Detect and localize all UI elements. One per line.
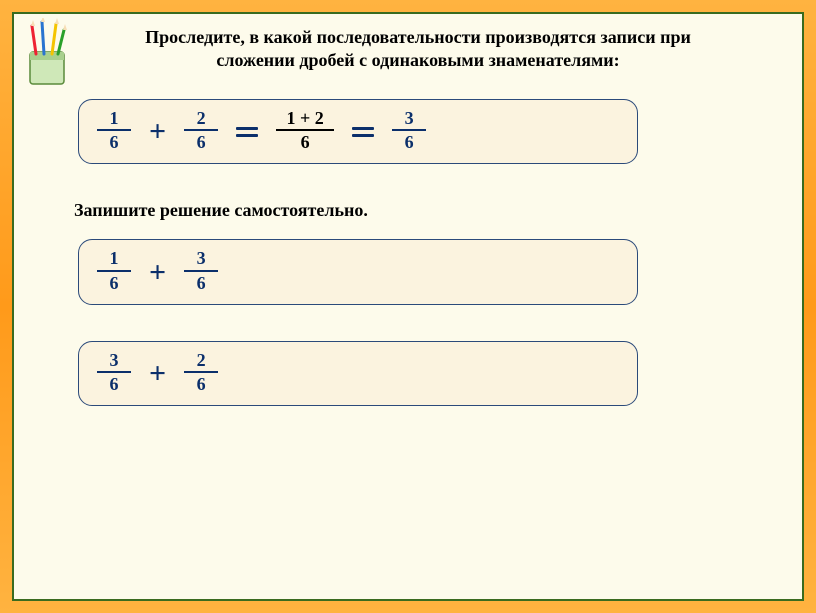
fraction: 2 6 <box>184 350 218 395</box>
denominator: 6 <box>194 273 208 294</box>
plus-operator <box>149 258 166 288</box>
fraction-bar <box>276 129 334 131</box>
slide-outer-frame: Проследите, в какой последовательности п… <box>0 0 816 613</box>
fraction: 1 6 <box>97 108 131 153</box>
equation-box-3: 3 6 2 6 <box>78 341 638 406</box>
fraction: 1 6 <box>97 248 131 293</box>
denominator: 6 <box>194 374 208 395</box>
plus-operator <box>149 359 166 389</box>
fraction-bar <box>184 129 218 131</box>
fraction-bar <box>184 371 218 373</box>
numerator: 1 <box>107 108 121 129</box>
plus-operator <box>149 117 166 147</box>
numerator: 1 + 2 <box>284 108 325 129</box>
headline: Проследите, в какой последовательности п… <box>98 26 738 73</box>
headline-line1: Проследите, в какой последовательности п… <box>145 27 691 47</box>
numerator: 2 <box>194 108 208 129</box>
fraction-bar <box>97 270 131 272</box>
fraction: 3 6 <box>184 248 218 293</box>
equals-operator <box>236 127 258 137</box>
numerator: 1 <box>107 248 121 269</box>
denominator: 6 <box>402 132 416 153</box>
equation-box-2: 1 6 3 6 <box>78 239 638 304</box>
fraction-bar <box>392 129 426 131</box>
fraction: 1 + 2 6 <box>276 108 334 153</box>
equation-box-1: 1 6 2 6 1 + 2 6 3 6 <box>78 99 638 164</box>
denominator: 6 <box>107 273 121 294</box>
pencil-cup-icon <box>18 18 78 90</box>
instruction-text: Запишите решение самостоятельно. <box>74 200 762 221</box>
numerator: 3 <box>107 350 121 371</box>
fraction: 2 6 <box>184 108 218 153</box>
numerator: 3 <box>194 248 208 269</box>
fraction: 3 6 <box>392 108 426 153</box>
denominator: 6 <box>298 132 312 153</box>
numerator: 3 <box>402 108 416 129</box>
fraction-bar <box>97 129 131 131</box>
fraction: 3 6 <box>97 350 131 395</box>
fraction-bar <box>97 371 131 373</box>
numerator: 2 <box>194 350 208 371</box>
headline-line2: сложении дробей с одинаковыми знаменател… <box>216 50 619 70</box>
denominator: 6 <box>107 374 121 395</box>
denominator: 6 <box>194 132 208 153</box>
slide-inner-frame: Проследите, в какой последовательности п… <box>12 12 804 601</box>
equals-operator <box>352 127 374 137</box>
denominator: 6 <box>107 132 121 153</box>
fraction-bar <box>184 270 218 272</box>
